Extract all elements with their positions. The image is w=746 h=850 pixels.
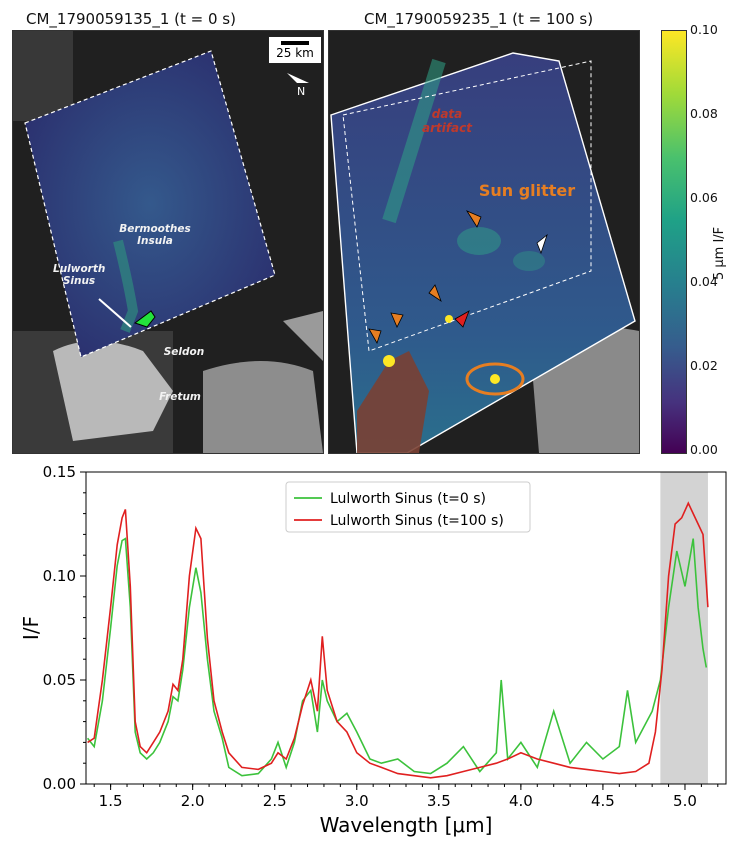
y-tick-label: 0.15	[43, 463, 76, 481]
x-tick-label: 4.5	[591, 792, 615, 810]
y-tick-label: 0.05	[43, 671, 76, 689]
left-panel-title: CM_1790059135_1 (t = 0 s)	[26, 10, 236, 28]
x-tick-label: 5.0	[673, 792, 697, 810]
y-axis-label: I/F	[19, 616, 43, 640]
colorbar-label: 5 μm I/F	[712, 226, 727, 280]
y-tick-label: 0.00	[43, 775, 76, 793]
legend-label-0: Lulworth Sinus (t=0 s)	[330, 491, 486, 507]
y-tick-label: 0.10	[43, 567, 76, 585]
left-map-image	[13, 31, 323, 453]
colorbar-tick: 0.10	[690, 22, 718, 37]
x-tick-label: 4.0	[509, 792, 533, 810]
right-map-image	[329, 31, 639, 453]
label-bermoothes-insula: Bermoothes Insula	[119, 223, 191, 247]
colorbar-tick: 0.00	[690, 442, 718, 457]
right-map-panel: data artifact Sun glitter	[328, 30, 640, 454]
left-map-panel: Bermoothes Insula Lulworth Sinus Seldon …	[12, 30, 324, 454]
colorbar-tick: 0.02	[690, 358, 718, 373]
series-line-0	[86, 537, 708, 777]
legend-box	[285, 481, 531, 533]
x-tick-label: 2.0	[181, 792, 205, 810]
colorbar-tick: 0.04	[690, 274, 718, 289]
label-lulworth-sinus: Lulworth Sinus	[53, 263, 106, 287]
colorbar	[661, 30, 687, 454]
legend-label-1: Lulworth Sinus (t=100 s)	[330, 513, 504, 529]
x-axis-label: Wavelength [μm]	[320, 813, 493, 837]
label-sun-glitter: Sun glitter	[478, 181, 576, 200]
svg-text:N: N	[297, 85, 305, 98]
north-arrow-icon: N	[287, 73, 309, 98]
x-tick-label: 2.5	[263, 792, 287, 810]
series-line-1	[87, 501, 709, 779]
colorbar-tick: 0.06	[690, 190, 718, 205]
scale-bar: 25 km	[268, 36, 322, 64]
spectrum-chart: 1.5 2.0 2.5 3.0 3.5 4.0 4.5 5.0 0.00 0.05 0.10 0.15…	[19, 463, 727, 837]
label-data-artifact: data artifact	[421, 107, 473, 135]
label-fretum: Fretum	[159, 391, 201, 403]
label-seldon: Seldon	[163, 346, 205, 358]
colorbar-tick: 0.08	[690, 106, 718, 121]
x-tick-label: 1.5	[99, 792, 123, 810]
x-tick-label: 3.0	[345, 792, 369, 810]
right-panel-title: CM_1790059235_1 (t = 100 s)	[364, 10, 594, 28]
x-tick-label: 3.5	[427, 792, 451, 810]
